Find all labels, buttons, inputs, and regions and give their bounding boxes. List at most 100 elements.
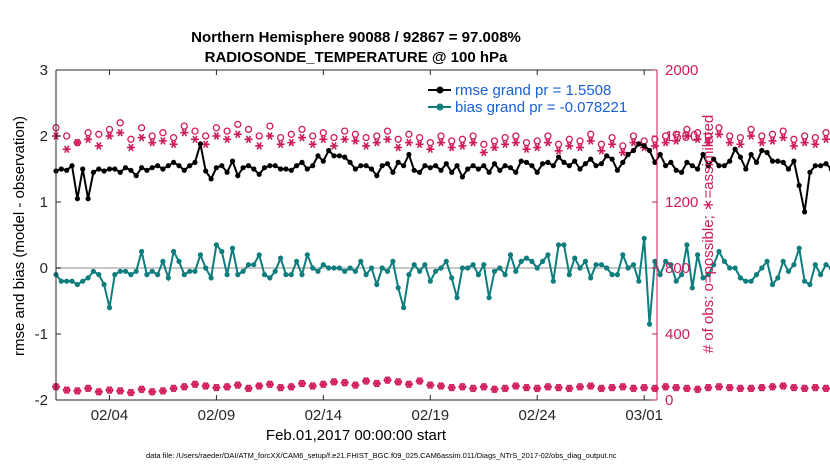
obs-assimilated-point bbox=[330, 142, 338, 150]
bias-point bbox=[384, 268, 391, 274]
bias-point bbox=[630, 262, 637, 268]
rmse-point bbox=[657, 151, 663, 158]
obs-possible-point bbox=[522, 138, 531, 147]
rmse-point bbox=[58, 166, 64, 172]
bias-point bbox=[663, 258, 669, 264]
asterisk-stroke bbox=[213, 132, 220, 140]
rmse-point bbox=[737, 154, 744, 160]
bias-point bbox=[358, 258, 364, 264]
obs-assimilated-low-point bbox=[693, 385, 702, 394]
rmse-point bbox=[625, 151, 631, 158]
asterisk-stroke bbox=[684, 384, 690, 393]
rmse-point bbox=[679, 169, 685, 175]
obs-assimilated-low-point bbox=[704, 383, 713, 392]
obs-assimilated-low-point bbox=[148, 387, 157, 396]
rmse-point bbox=[663, 163, 669, 169]
bias-point bbox=[711, 262, 717, 268]
obs-possible-point bbox=[244, 125, 253, 134]
obs-assimilated-point bbox=[565, 142, 574, 150]
bias-point bbox=[523, 255, 530, 261]
bias-point bbox=[604, 265, 610, 271]
bias-point bbox=[700, 275, 706, 281]
bias-point bbox=[395, 285, 401, 291]
obs-possible-point bbox=[266, 122, 274, 130]
rmse-point bbox=[165, 163, 171, 169]
bias-point bbox=[652, 258, 658, 264]
rmse-point bbox=[566, 163, 572, 169]
asterisk-stroke bbox=[823, 384, 829, 393]
bias-point bbox=[454, 295, 460, 301]
series-layer bbox=[52, 119, 830, 397]
obs-possible-point bbox=[202, 132, 210, 140]
obs-assimilated-point bbox=[372, 138, 381, 147]
rmse-point bbox=[171, 159, 177, 165]
bias-point bbox=[534, 265, 540, 271]
asterisk-stroke bbox=[224, 135, 230, 144]
rmse-point bbox=[700, 151, 706, 158]
bias-point bbox=[165, 275, 171, 281]
asterisk-stroke bbox=[160, 137, 166, 145]
obs-assimilated-point bbox=[768, 137, 777, 145]
bias-point bbox=[582, 258, 589, 264]
rmse-point bbox=[630, 147, 637, 154]
obs-possible-point bbox=[683, 125, 691, 134]
rmse-point bbox=[764, 149, 770, 156]
rmse-point bbox=[711, 156, 717, 162]
obs-assimilated-low-point bbox=[650, 384, 659, 393]
obs-possible-point bbox=[544, 132, 552, 140]
asterisk-stroke bbox=[801, 138, 808, 147]
rmse-point bbox=[310, 163, 316, 169]
asterisk-stroke bbox=[502, 140, 508, 149]
asterisk-stroke bbox=[267, 132, 273, 140]
bias-point bbox=[213, 242, 219, 248]
obs-possible-point bbox=[790, 135, 798, 143]
obs-assimilated-low-point bbox=[426, 381, 435, 389]
x-tick-label: 03/01 bbox=[625, 407, 663, 424]
asterisk-stroke bbox=[673, 383, 679, 392]
obs-assimilated-point bbox=[169, 140, 178, 149]
obs-assimilated-low-point bbox=[479, 382, 488, 391]
obs-possible-point bbox=[159, 129, 167, 137]
bias-point bbox=[769, 281, 776, 288]
rmse-point bbox=[128, 167, 134, 173]
bias-point bbox=[785, 268, 792, 274]
asterisk-stroke bbox=[331, 142, 337, 150]
bias-point bbox=[326, 265, 332, 271]
asterisk-stroke bbox=[470, 384, 476, 393]
obs-possible-point bbox=[180, 122, 188, 130]
rmse-point bbox=[802, 209, 808, 215]
asterisk-stroke bbox=[149, 387, 155, 396]
rmse-point bbox=[90, 169, 96, 175]
obs-assimilated-point bbox=[490, 143, 499, 152]
asterisk-stroke bbox=[598, 384, 605, 393]
legend-bias-label: bias grand pr = -0.078221 bbox=[455, 99, 627, 116]
rmse-point bbox=[823, 161, 829, 167]
obs-assimilated-point bbox=[148, 138, 157, 147]
bias-point bbox=[406, 272, 412, 278]
rmse-point bbox=[721, 163, 728, 169]
x-tick-label: 02/14 bbox=[305, 407, 343, 424]
bias-point bbox=[727, 265, 733, 271]
bias-point bbox=[695, 252, 701, 258]
obs-assimilated-point bbox=[223, 135, 232, 144]
asterisk-stroke bbox=[181, 128, 187, 137]
obs-assimilated-low-point bbox=[319, 380, 328, 389]
rmse-point bbox=[743, 166, 749, 172]
asterisk-stroke bbox=[395, 378, 401, 386]
bias-point bbox=[181, 272, 187, 278]
obs-assimilated-point bbox=[362, 142, 371, 150]
rmse-point bbox=[796, 182, 802, 189]
bias-point bbox=[422, 262, 428, 268]
rmse-point bbox=[807, 169, 813, 175]
rmse-point bbox=[326, 147, 332, 154]
rmse-point bbox=[577, 166, 583, 172]
obs-assimilated-point bbox=[725, 138, 734, 147]
bias-point bbox=[106, 305, 113, 311]
asterisk-stroke bbox=[716, 382, 722, 391]
y-axis-label-left: rmse and bias (model - observation) bbox=[11, 116, 28, 356]
bias-point bbox=[229, 245, 236, 251]
rmse-point bbox=[550, 163, 556, 169]
asterisk-stroke bbox=[577, 143, 583, 152]
asterisk-stroke bbox=[342, 135, 348, 144]
obs-assimilated-point bbox=[693, 135, 702, 144]
